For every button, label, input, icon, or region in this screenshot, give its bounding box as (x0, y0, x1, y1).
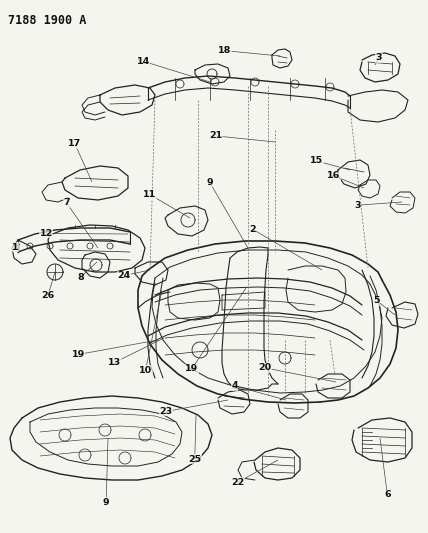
Text: 11: 11 (143, 190, 156, 199)
Text: 14: 14 (137, 57, 150, 66)
Text: 6: 6 (384, 490, 391, 499)
Text: 9: 9 (206, 178, 213, 187)
Text: 18: 18 (218, 46, 232, 55)
Text: 15: 15 (310, 157, 323, 165)
Text: 1: 1 (12, 243, 18, 252)
Text: 19: 19 (72, 350, 85, 359)
Text: 10: 10 (139, 366, 152, 375)
Text: 12: 12 (40, 229, 53, 238)
Text: 17: 17 (68, 140, 81, 148)
Text: 13: 13 (108, 358, 121, 367)
Text: 20: 20 (258, 364, 271, 372)
Text: 23: 23 (160, 407, 172, 416)
Text: 22: 22 (231, 478, 244, 487)
Text: 24: 24 (118, 271, 131, 280)
Text: 8: 8 (77, 273, 84, 281)
Text: 25: 25 (188, 455, 201, 464)
Text: 16: 16 (327, 172, 340, 180)
Text: 7: 7 (63, 198, 70, 207)
Text: 26: 26 (42, 292, 54, 300)
Text: 3: 3 (375, 53, 382, 62)
Text: 4: 4 (231, 382, 238, 390)
Text: 5: 5 (373, 296, 380, 305)
Text: 3: 3 (354, 201, 361, 209)
Text: 9: 9 (103, 498, 110, 506)
Text: 7188 1900 A: 7188 1900 A (8, 14, 86, 27)
Text: 2: 2 (249, 225, 256, 233)
Text: 21: 21 (210, 132, 223, 140)
Text: 19: 19 (185, 365, 198, 373)
